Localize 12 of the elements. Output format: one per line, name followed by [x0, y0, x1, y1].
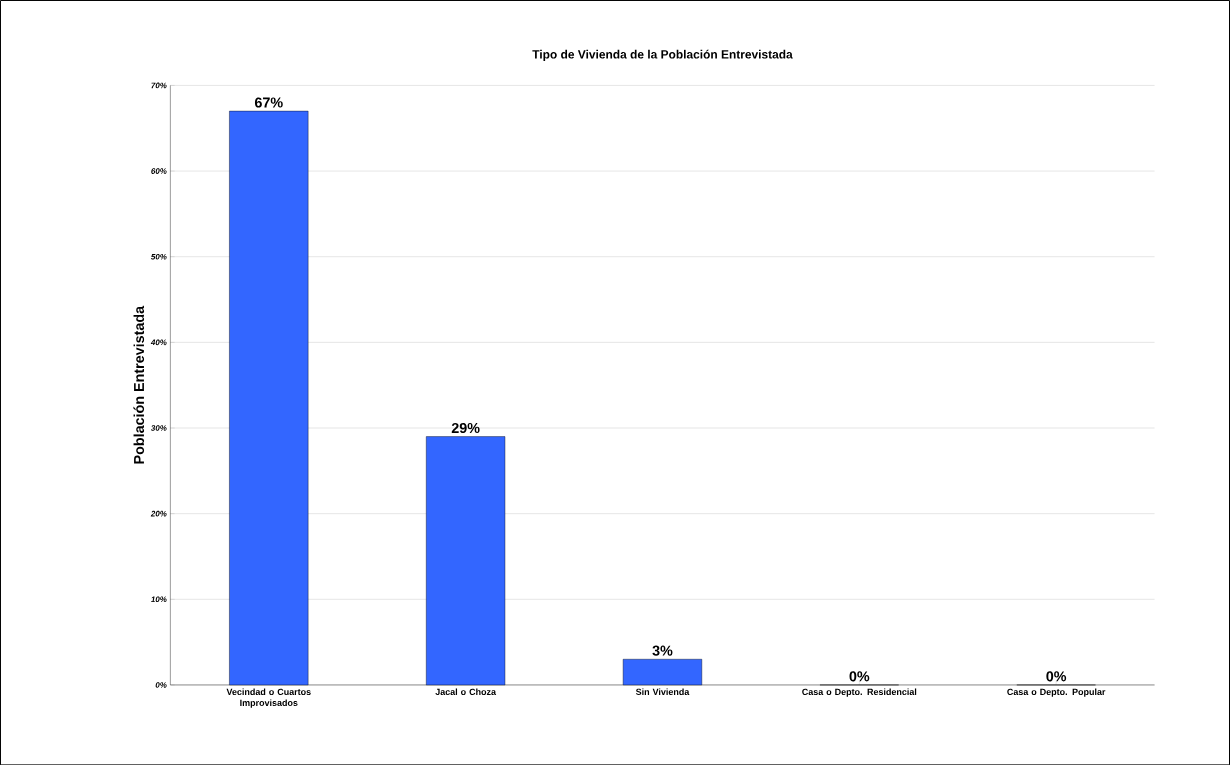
- x-tick-label: Casa o Depto. Residencial: [802, 688, 917, 697]
- data-label: 0%: [1046, 671, 1067, 682]
- x-tick-label: Sin Vivienda: [635, 688, 690, 695]
- data-label: 0%: [849, 671, 870, 682]
- x-tick-label: Vecindad o Cuartos Improvisados: [226, 688, 311, 708]
- data-label: 67%: [254, 97, 283, 108]
- data-label: 29%: [451, 422, 480, 433]
- x-tick-label: Jacal o Choza: [435, 688, 497, 695]
- x-tick-label: Casa o Depto. Popular: [1007, 688, 1106, 697]
- y-axis-title: Población Entrevistada: [133, 305, 145, 464]
- chart-title: Tipo de Vivienda de la Población Entrevistada: [532, 49, 793, 61]
- data-label: 3%: [652, 645, 673, 656]
